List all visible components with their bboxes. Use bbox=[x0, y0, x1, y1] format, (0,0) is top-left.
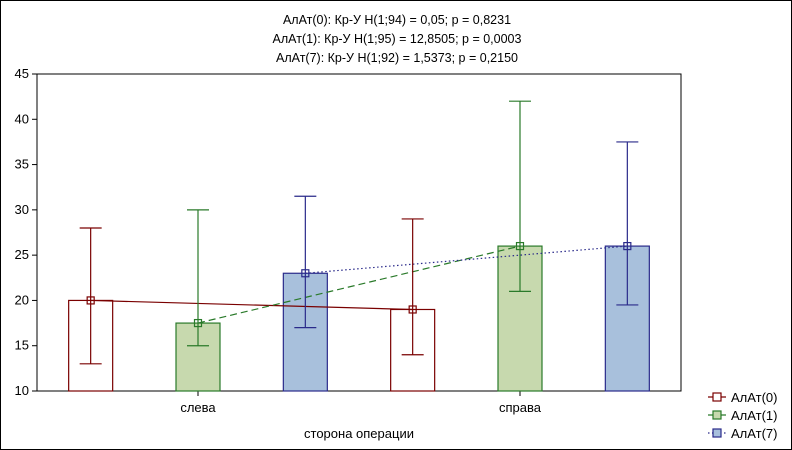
point-marker bbox=[408, 305, 417, 314]
plot-area bbox=[36, 73, 682, 392]
chart-title-line-2: АлАт(1): Кр-У H(1;95) = 12,8505; p = 0,0… bbox=[272, 32, 522, 46]
series-line bbox=[305, 245, 628, 274]
y-tick-label: 20 bbox=[15, 292, 29, 307]
legend-marker bbox=[712, 410, 722, 420]
y-tick-label: 35 bbox=[15, 157, 29, 172]
y-tick-label: 45 bbox=[15, 66, 29, 81]
point-marker bbox=[623, 241, 632, 251]
y-tick-label: 40 bbox=[15, 111, 29, 126]
series-line bbox=[90, 299, 413, 311]
x-tick-label: справа bbox=[499, 400, 542, 415]
point-marker bbox=[193, 318, 203, 328]
y-tick-label: 30 bbox=[15, 202, 29, 217]
legend-label: АлАт(0) bbox=[731, 390, 777, 405]
y-tick-label: 10 bbox=[15, 383, 29, 398]
legend-marker bbox=[712, 428, 722, 438]
legend-label: АлАт(7) bbox=[731, 426, 777, 441]
legend-label: АлАт(1) bbox=[731, 408, 777, 423]
point-marker bbox=[301, 269, 310, 278]
legend-marker bbox=[712, 392, 722, 402]
y-tick-label: 25 bbox=[15, 247, 29, 262]
chart-title-line-3: АлАт(7): Кр-У H(1;92) = 1,5373; p = 0,21… bbox=[276, 51, 518, 65]
x-axis-label: сторона операции bbox=[304, 426, 414, 441]
point-marker bbox=[86, 296, 95, 305]
point-marker bbox=[515, 241, 525, 251]
chart-title-line-1: АлАт(0): Кр-У H(1;94) = 0,05; p = 0,8231 bbox=[282, 13, 512, 27]
x-tick-label: слева bbox=[180, 400, 216, 415]
y-tick-label: 15 bbox=[15, 338, 29, 353]
series-line bbox=[197, 245, 521, 324]
